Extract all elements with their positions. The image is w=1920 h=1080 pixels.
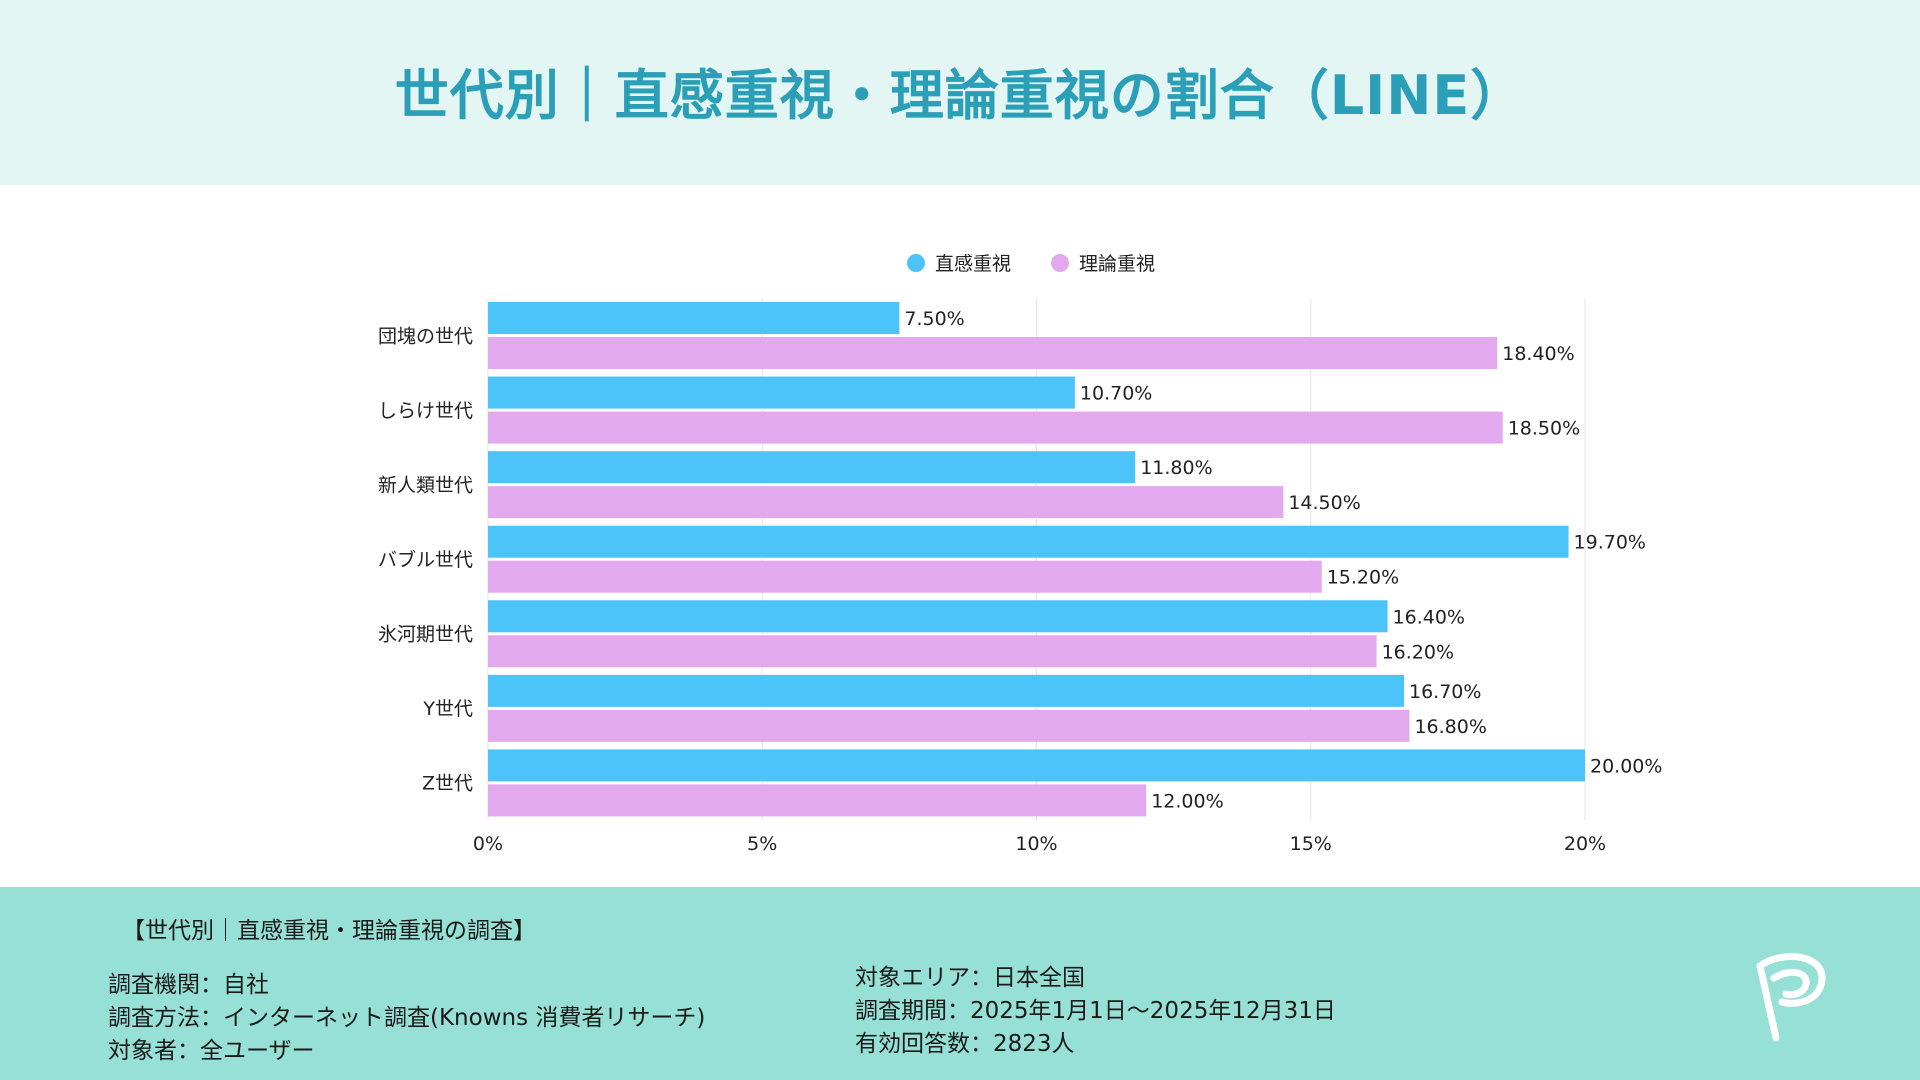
bar-intuition-5	[488, 674, 1404, 707]
legend-marker-logic	[1051, 254, 1069, 272]
data-label-logic-0: 18.40%	[1502, 343, 1574, 365]
bar-intuition-0	[488, 302, 900, 334]
bar-logic-0	[488, 337, 1498, 369]
x-tick-label-3: 15%	[1290, 833, 1332, 855]
y-tick-label-6: Z世代	[422, 773, 473, 795]
survey-details-left: 調査機関：自社 調査方法：インターネット調査(Knowns 消費者リサーチ) 対…	[108, 969, 705, 1068]
y-tick-label-2: 新人類世代	[378, 474, 473, 496]
bar-logic-3	[488, 560, 1322, 593]
survey-target: 対象者：全ユーザー	[108, 1038, 315, 1064]
bar-logic-5	[488, 709, 1410, 742]
legend-label-logic: 理論重視	[1079, 253, 1155, 275]
bar-logic-1	[488, 411, 1503, 444]
footer: 【世代別｜直感重視・理論重視の調査】 調査機関：自社 調査方法：インターネット調…	[0, 887, 1920, 1080]
y-tick-label-4: 氷河期世代	[378, 624, 473, 646]
data-label-intuition-4: 16.40%	[1393, 606, 1465, 628]
bar-chart: 7.50% 18.40% 団塊の世代 10.70% 18.50% しらけ世代 11.80% 1…	[378, 253, 1662, 855]
y-tick-label-1: しらけ世代	[378, 400, 473, 422]
bar-intuition-3	[488, 525, 1569, 558]
legend-marker-intuition	[907, 254, 925, 272]
data-label-intuition-1: 10.70%	[1080, 383, 1152, 405]
data-label-logic-4: 16.20%	[1382, 641, 1454, 663]
survey-area: 対象エリア：日本全国	[855, 965, 1085, 991]
data-label-intuition-3: 19.70%	[1574, 532, 1646, 554]
y-tick-label-3: バブル世代	[378, 548, 473, 571]
x-tick-label-4: 20%	[1564, 833, 1606, 855]
x-tick-label-1: 5%	[747, 833, 777, 855]
bar-intuition-2	[488, 451, 1136, 484]
data-label-logic-1: 18.50%	[1508, 418, 1580, 440]
brand-p-logo-icon	[1756, 953, 1826, 1042]
bar-intuition-6	[488, 749, 1585, 782]
survey-details-right: 対象エリア：日本全国 調査期間：2025年1月1日〜2025年12月31日 有効…	[855, 962, 1336, 1061]
data-label-logic-5: 16.80%	[1414, 716, 1486, 738]
survey-heading: 【世代別｜直感重視・理論重視の調査】	[122, 918, 536, 944]
data-label-intuition-6: 20.00%	[1590, 755, 1662, 777]
page-title: 世代別｜直感重視・理論重視の割合（LINE）	[394, 64, 1526, 127]
header: 世代別｜直感重視・理論重視の割合（LINE）	[0, 0, 1920, 185]
data-label-logic-6: 12.00%	[1151, 790, 1223, 812]
x-tick-label-2: 10%	[1015, 833, 1057, 855]
legend-label-intuition: 直感重視	[935, 253, 1011, 275]
y-tick-label-5: Y世代	[422, 698, 473, 720]
bar-intuition-4	[488, 600, 1388, 633]
x-tick-label-0: 0%	[473, 833, 503, 855]
chart-area: 7.50% 18.40% 団塊の世代 10.70% 18.50% しらけ世代 11.80% 1…	[0, 185, 1920, 887]
data-label-intuition-5: 16.70%	[1409, 681, 1481, 703]
survey-period: 調査期間：2025年1月1日〜2025年12月31日	[855, 998, 1336, 1024]
bar-logic-2	[488, 486, 1284, 519]
bar-logic-4	[488, 635, 1377, 668]
survey-responses: 有効回答数：2823人	[855, 1031, 1075, 1057]
bar-logic-6	[488, 784, 1147, 817]
data-label-logic-3: 15.20%	[1327, 567, 1399, 589]
y-tick-label-0: 団塊の世代	[378, 325, 473, 347]
survey-organization: 調査機関：自社	[108, 972, 269, 998]
bar-intuition-1	[488, 376, 1075, 409]
survey-method: 調査方法：インターネット調査(Knowns 消費者リサーチ)	[108, 1005, 706, 1031]
data-label-intuition-0: 7.50%	[904, 308, 964, 330]
data-label-intuition-2: 11.80%	[1140, 457, 1212, 479]
data-label-logic-2: 14.50%	[1288, 492, 1360, 514]
